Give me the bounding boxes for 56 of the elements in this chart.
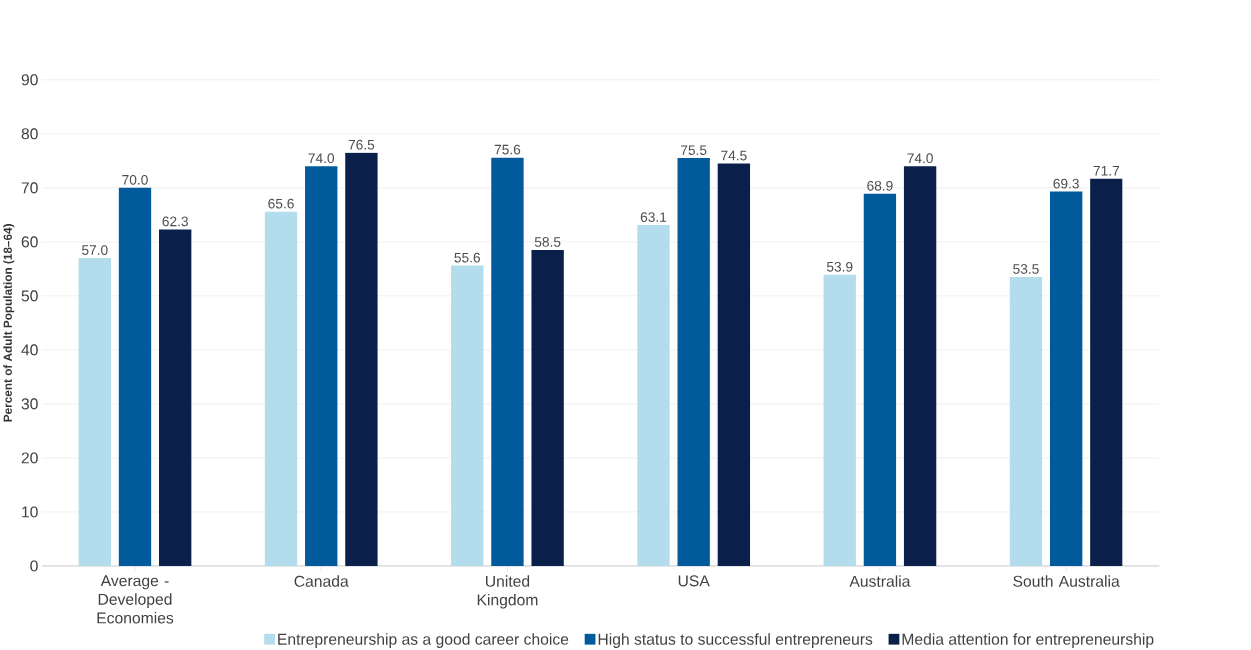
y-tick-label: 30 [21, 398, 38, 410]
bar [531, 249, 564, 566]
y-tick-label: 90 [21, 74, 38, 86]
y-tick-label: 50 [21, 290, 38, 302]
bar [1049, 191, 1083, 566]
y-tick-label: 0 [30, 560, 38, 572]
data-label: 68.9 [867, 180, 893, 191]
data-label: 63.1 [640, 212, 667, 222]
data-label: 74.0 [907, 153, 933, 164]
bar [677, 158, 710, 566]
data-label: 76.5 [348, 139, 375, 150]
data-label: 57.0 [82, 245, 108, 255]
bar [78, 258, 111, 566]
x-tick-label: Average - Developed Economies [97, 575, 174, 624]
bar [1009, 276, 1043, 566]
data-label: 74.0 [308, 153, 335, 164]
legend-label: Media attention for entrepreneurship [902, 633, 1154, 648]
legend-label: High status to successful entrepreneurs [598, 633, 873, 648]
bar [863, 193, 897, 566]
data-label: 65.6 [268, 198, 294, 209]
data-label: 55.6 [454, 252, 481, 263]
legend-label: Entrepreneurship as a good career choice [278, 633, 569, 648]
bar [159, 229, 192, 566]
data-label: 75.5 [681, 145, 707, 155]
x-tick-label: United Kingdom [477, 575, 538, 609]
data-label: 75.6 [494, 144, 521, 155]
bar [118, 187, 152, 566]
data-label: 58.5 [534, 237, 561, 247]
y-tick-label: 70 [21, 182, 38, 194]
y-tick-label: 80 [21, 128, 38, 140]
data-label: 71.7 [1093, 166, 1119, 176]
data-label: 62.3 [162, 216, 188, 227]
x-tick-label: Australia [849, 575, 911, 587]
x-tick-label: Canada [294, 575, 349, 587]
bar [903, 166, 937, 566]
y-tick-label: 60 [21, 236, 38, 248]
y-tick-label: 20 [21, 452, 38, 464]
y-tick-label: 40 [21, 344, 38, 356]
data-label: 53.9 [826, 261, 853, 272]
bar [491, 157, 524, 566]
data-label: 74.5 [721, 150, 747, 161]
data-label: 69.3 [1053, 178, 1079, 189]
x-tick-label: South Australia [1013, 575, 1120, 587]
bar [823, 274, 856, 566]
bar [717, 163, 751, 566]
bar [305, 166, 338, 566]
bar [451, 265, 484, 566]
bar [1090, 178, 1123, 566]
data-label: 70.0 [122, 174, 148, 185]
bar [264, 211, 298, 566]
bar [637, 225, 670, 566]
y-tick-label: 10 [22, 506, 38, 518]
data-label: 53.5 [1013, 264, 1039, 274]
bar [345, 152, 378, 566]
x-tick-label: USA [678, 575, 710, 587]
y-axis-title: Percent of Adult Population (18–64) [3, 224, 15, 422]
